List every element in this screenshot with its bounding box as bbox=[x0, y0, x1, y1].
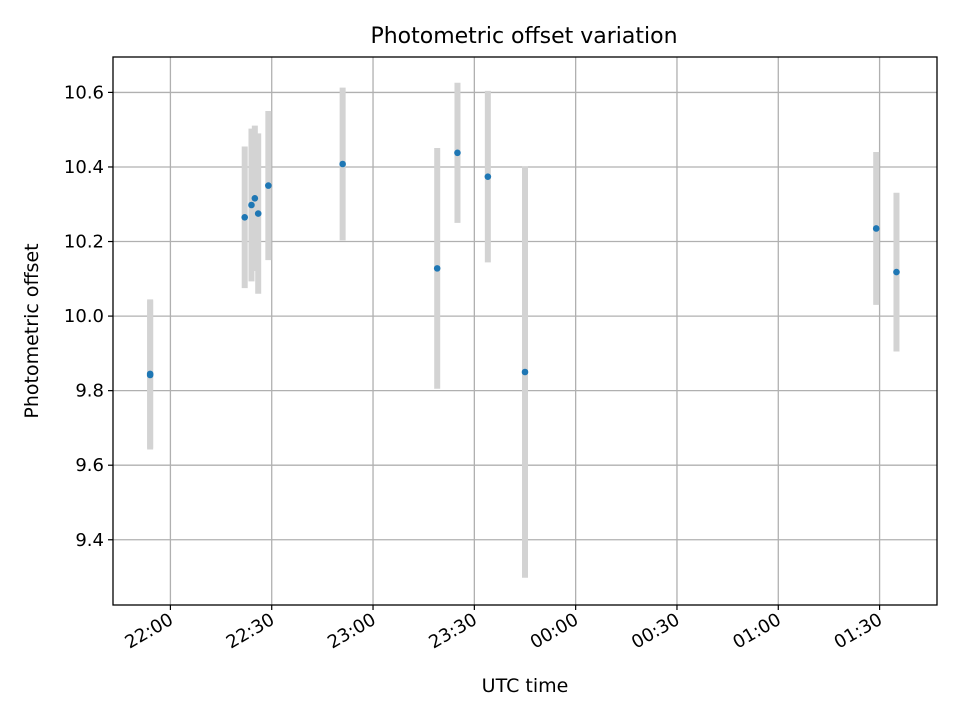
x-tick-label: 23:30 bbox=[425, 609, 480, 653]
x-tick-label: 00:00 bbox=[527, 609, 582, 653]
y-tick-label: 9.8 bbox=[75, 381, 104, 402]
data-point bbox=[484, 173, 492, 180]
data-point bbox=[251, 194, 259, 202]
x-tick-label: 00:30 bbox=[628, 609, 683, 653]
data-point bbox=[521, 368, 529, 376]
y-axis-ticks: 9.4 9.6 9.8 10.0 10.2 10.4 10.6 bbox=[64, 82, 113, 551]
chart-title: Photometric offset variation bbox=[370, 24, 677, 49]
x-tick-label: 01:30 bbox=[831, 609, 886, 653]
data-point bbox=[433, 265, 441, 272]
data-point bbox=[893, 268, 900, 276]
y-tick-label: 10.6 bbox=[64, 82, 104, 103]
error-bars bbox=[147, 82, 900, 578]
data-point bbox=[241, 213, 249, 221]
y-tick-label: 10.4 bbox=[64, 157, 104, 178]
y-tick-label: 10.2 bbox=[64, 232, 104, 253]
y-tick-label: 9.6 bbox=[75, 455, 104, 476]
y-tick-label: 10.0 bbox=[64, 306, 104, 327]
data-point bbox=[265, 182, 272, 189]
data-points bbox=[146, 149, 900, 379]
data-point bbox=[254, 210, 262, 217]
data-point bbox=[872, 225, 880, 232]
x-tick-label: 01:00 bbox=[729, 609, 784, 653]
y-axis-label: Photometric offset bbox=[21, 243, 43, 418]
data-point bbox=[454, 149, 461, 157]
y-tick-label: 9.4 bbox=[75, 530, 104, 551]
x-axis-label: UTC time bbox=[482, 675, 569, 697]
x-tick-label: 23:00 bbox=[324, 609, 379, 653]
x-tick-label: 22:00 bbox=[121, 609, 176, 653]
data-point bbox=[339, 160, 346, 168]
data-point bbox=[146, 370, 154, 378]
plot-frame bbox=[112, 56, 938, 606]
data-point bbox=[248, 201, 255, 209]
x-axis-ticks: 22:00 22:30 23:00 23:30 00:00 00:30 01:00 01:30 bbox=[121, 605, 886, 653]
x-tick-label: 22:30 bbox=[223, 609, 278, 653]
